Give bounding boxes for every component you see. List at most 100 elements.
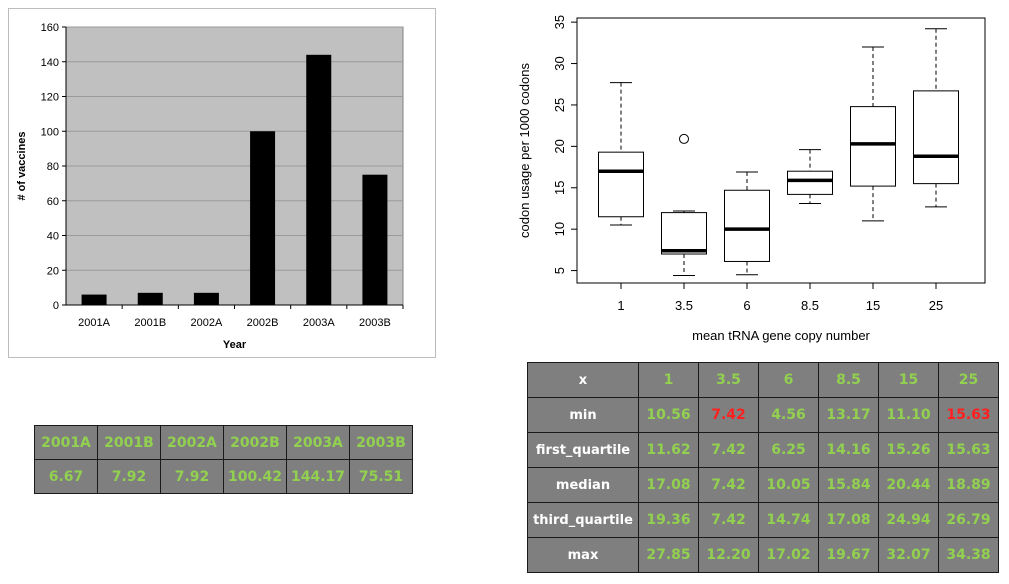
stats-corner-cell: x (527, 362, 639, 398)
y-tick-label: 35 (552, 15, 567, 29)
stats-value-cell: 7.42 (698, 432, 759, 468)
x-tick-label: 6 (743, 298, 750, 313)
stats-column-header: 25 (938, 362, 999, 398)
x-tick-label: 2002B (247, 317, 279, 329)
stats-value-cell: 15.63 (938, 397, 999, 433)
year-table-value-row: 6.67 7.92 7.92 100.42 144.17 75.51 (34, 459, 413, 494)
stats-column-header: 6 (758, 362, 819, 398)
stats-value-cell: 14.74 (758, 502, 819, 538)
x-tick-label: 1 (617, 298, 624, 313)
x-tick-label: 2001A (78, 317, 110, 329)
bar (306, 54, 332, 305)
y-tick-label: 20 (47, 265, 59, 277)
y-tick-label: 120 (41, 92, 59, 104)
stats-value-cell: 10.05 (758, 467, 819, 503)
year-value-cell: 100.42 (223, 459, 287, 494)
y-tick-label: 20 (552, 139, 567, 153)
box-plot: 5 10 15 20 25 30 35 1 3.5 6 8.5 15 25 mean tRNA gene … (517, 15, 986, 343)
stats-row-first-quartile: first_quartile 11.62 7.42 6.25 14.16 15.26 15.… (527, 432, 999, 468)
stats-value-cell: 34.38 (938, 537, 999, 573)
stats-value-cell: 32.07 (878, 537, 939, 573)
stats-value-cell: 10.56 (638, 397, 699, 433)
year-header-cell: 2001A (34, 425, 98, 460)
bar (193, 292, 219, 305)
x-tick-label: 2003B (359, 317, 391, 329)
year-value-cell: 75.51 (349, 459, 413, 494)
box (787, 170, 833, 195)
bar-chart-panel: 0 20 40 60 80 100 120 140 160 2001A 2001B 2002A 2002… (8, 8, 436, 358)
stats-value-cell: 13.17 (818, 397, 879, 433)
box (661, 212, 707, 255)
stats-column-header: 1 (638, 362, 699, 398)
stats-value-cell: 11.10 (878, 397, 939, 433)
year-header-cell: 2001B (97, 425, 161, 460)
box (850, 106, 896, 187)
stats-value-cell: 27.85 (638, 537, 699, 573)
stats-row-max: max 27.85 12.20 17.02 19.67 32.07 34.38 (527, 537, 999, 573)
stats-row-label: max (527, 537, 639, 573)
plot-frame (576, 17, 986, 284)
stats-row-median: median 17.08 7.42 10.05 15.84 20.44 18.89 (527, 467, 999, 503)
stats-row-label: median (527, 467, 639, 503)
y-tick-label: 60 (47, 196, 59, 208)
stats-column-header: 8.5 (818, 362, 879, 398)
stats-value-cell: 15.63 (938, 432, 999, 468)
stats-value-cell: 19.67 (818, 537, 879, 573)
x-tick-label: 25 (929, 298, 943, 313)
stats-value-cell: 7.42 (698, 467, 759, 503)
y-tick-label: 80 (47, 161, 59, 173)
stats-value-cell: 26.79 (938, 502, 999, 538)
year-value-cell: 7.92 (97, 459, 161, 494)
y-tick-label: 25 (552, 98, 567, 112)
stats-column-header: 15 (878, 362, 939, 398)
year-table-header-row: 2001A 2001B 2002A 2002B 2003A 2003B (34, 425, 413, 460)
x-tick-label: 15 (866, 298, 880, 313)
box (913, 90, 959, 185)
box (598, 151, 644, 218)
year-value-cell: 6.67 (34, 459, 98, 494)
bar (81, 294, 107, 305)
year-value-cell: 7.92 (160, 459, 224, 494)
stats-value-cell: 17.02 (758, 537, 819, 573)
stats-value-cell: 17.08 (818, 502, 879, 538)
stats-value-cell: 7.42 (698, 502, 759, 538)
stats-table: x 1 3.5 6 8.5 15 25 min 10.56 7.42 4.56 13.17 11.10 1… (527, 362, 999, 573)
stats-row-third-quartile: third_quartile 19.36 7.42 14.74 17.08 24.94 26… (527, 502, 999, 538)
stats-row-label: third_quartile (527, 502, 639, 538)
year-header-cell: 2003B (349, 425, 413, 460)
stats-value-cell: 17.08 (638, 467, 699, 503)
stats-value-cell: 11.62 (638, 432, 699, 468)
stats-value-cell: 15.26 (878, 432, 939, 468)
stats-row-label: first_quartile (527, 432, 639, 468)
bar-chart: 0 20 40 60 80 100 120 140 160 2001A 2001B 2002A 2002… (16, 22, 404, 351)
stats-header-row: x 1 3.5 6 8.5 15 25 (527, 362, 999, 398)
stats-value-cell: 4.56 (758, 397, 819, 433)
stats-value-cell: 7.42 (698, 397, 759, 433)
stats-row-label: min (527, 397, 639, 433)
x-tick-label: 8.5 (801, 298, 819, 313)
x-axis-title: mean tRNA gene copy number (692, 328, 870, 343)
y-tick-label: 100 (41, 126, 59, 138)
x-tick-label: 2003A (303, 317, 335, 329)
x-tick-label: 2001B (134, 317, 166, 329)
stats-row-min: min 10.56 7.42 4.56 13.17 11.10 15.63 (527, 397, 999, 433)
outlier-point (679, 133, 689, 144)
y-axis-title: codon usage per 1000 codons (517, 63, 532, 238)
y-tick-label: 0 (53, 300, 59, 312)
y-axis-title: # of vaccines (16, 131, 28, 200)
x-tick-label: 2002A (191, 317, 223, 329)
stats-value-cell: 19.36 (638, 502, 699, 538)
stats-value-cell: 24.94 (878, 502, 939, 538)
year-header-cell: 2002B (223, 425, 287, 460)
year-header-cell: 2003A (286, 425, 350, 460)
y-tick-label: 40 (47, 231, 59, 243)
y-tick-label: 30 (552, 56, 567, 70)
x-tick-label: 3.5 (675, 298, 693, 313)
y-tick-label: 15 (552, 181, 567, 195)
y-tick-label: 5 (552, 267, 567, 274)
stats-column-header: 3.5 (698, 362, 759, 398)
year-table: 2001A 2001B 2002A 2002B 2003A 2003B 6.67… (34, 425, 413, 494)
x-axis-title: Year (223, 339, 247, 351)
y-tick-label: 160 (41, 22, 59, 34)
stats-value-cell: 20.44 (878, 467, 939, 503)
